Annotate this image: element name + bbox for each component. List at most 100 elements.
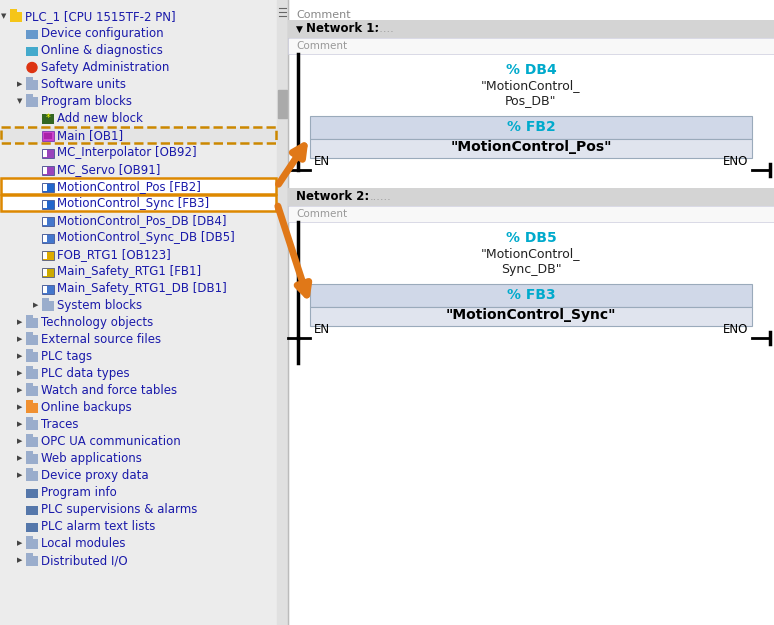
Bar	[26, 522, 38, 531]
Text: MotionControl_Pos_DB [DB4]: MotionControl_Pos_DB [DB4]	[57, 214, 227, 227]
Text: MC_Servo [OB91]: MC_Servo [OB91]	[57, 163, 160, 176]
Text: Add new block: Add new block	[57, 112, 143, 125]
Text: % DB5: % DB5	[505, 231, 557, 245]
Bar	[26, 94, 33, 96]
Bar	[26, 46, 38, 56]
Text: Comment: Comment	[296, 209, 347, 219]
Text: Traces: Traces	[41, 418, 78, 431]
Text: Web applications: Web applications	[41, 452, 142, 465]
Text: ......: ......	[370, 192, 392, 202]
Text: Sync_DB": Sync_DB"	[501, 262, 561, 276]
Bar	[310, 116, 752, 139]
Text: "MotionControl_Pos": "MotionControl_Pos"	[450, 139, 611, 154]
Bar	[26, 552, 33, 556]
Text: MotionControl_Sync_DB [DB5]: MotionControl_Sync_DB [DB5]	[57, 231, 235, 244]
Text: *: *	[46, 114, 50, 124]
Bar	[43, 149, 47, 156]
Bar	[44, 132, 52, 139]
Bar	[42, 182, 54, 191]
Text: ▶: ▶	[17, 558, 22, 564]
Text: "MotionControl_Sync": "MotionControl_Sync"	[446, 308, 616, 322]
Text: Watch and force tables: Watch and force tables	[41, 384, 177, 397]
Text: % DB4: % DB4	[505, 63, 557, 77]
Bar	[1, 195, 276, 211]
Bar	[43, 166, 47, 174]
Bar	[288, 206, 774, 222]
Text: ▶: ▶	[17, 319, 22, 326]
Bar	[26, 366, 33, 369]
Bar	[310, 139, 752, 158]
Bar	[26, 451, 33, 454]
Bar	[26, 29, 38, 39]
Bar	[26, 349, 33, 351]
Text: Safety Administration: Safety Administration	[41, 61, 170, 74]
Bar	[26, 76, 33, 79]
Bar	[42, 149, 54, 158]
Text: Online & diagnostics: Online & diagnostics	[41, 44, 163, 57]
Bar	[288, 188, 774, 206]
Text: ▶: ▶	[17, 439, 22, 444]
Bar	[26, 454, 38, 464]
Circle shape	[27, 62, 37, 72]
Bar	[42, 268, 54, 276]
Text: Distributed I/O: Distributed I/O	[41, 554, 128, 567]
Text: % FB3: % FB3	[507, 288, 555, 302]
Text: Online backups: Online backups	[41, 401, 132, 414]
Text: ▶: ▶	[17, 421, 22, 428]
Bar	[26, 419, 38, 429]
Bar	[42, 131, 54, 141]
Bar	[26, 471, 38, 481]
Bar	[288, 38, 774, 54]
Text: ▶: ▶	[17, 541, 22, 546]
Text: "MotionControl_: "MotionControl_	[481, 79, 580, 92]
Text: ▶: ▶	[17, 371, 22, 376]
Bar	[26, 399, 33, 402]
Bar	[43, 251, 47, 259]
Text: Device configuration: Device configuration	[41, 27, 163, 40]
Text: ▶: ▶	[17, 472, 22, 479]
Text: ▶: ▶	[17, 404, 22, 411]
Bar	[0, 0, 288, 625]
Bar	[26, 351, 38, 361]
Bar	[42, 114, 54, 124]
Text: ▶: ▶	[17, 354, 22, 359]
Bar	[26, 402, 38, 412]
Text: ▶: ▶	[17, 388, 22, 394]
Bar	[26, 386, 38, 396]
Text: Program info: Program info	[41, 486, 117, 499]
Text: MotionControl_Pos [FB2]: MotionControl_Pos [FB2]	[57, 180, 201, 193]
Bar	[26, 331, 33, 334]
Bar	[26, 369, 38, 379]
Text: MotionControl_Sync [FB3]: MotionControl_Sync [FB3]	[57, 197, 209, 210]
Text: ▶: ▶	[17, 456, 22, 461]
Bar	[42, 166, 54, 174]
Text: ▼: ▼	[2, 14, 7, 19]
Text: Local modules: Local modules	[41, 537, 125, 550]
Text: ENO: ENO	[723, 155, 748, 168]
Bar	[26, 318, 38, 328]
Bar	[26, 416, 33, 419]
Text: PLC alarm text lists: PLC alarm text lists	[41, 520, 156, 533]
Bar	[43, 234, 47, 241]
Bar	[42, 199, 54, 209]
Bar	[26, 556, 38, 566]
Bar	[310, 284, 752, 307]
Text: % FB2: % FB2	[507, 121, 556, 134]
Bar	[26, 536, 33, 539]
Text: PLC tags: PLC tags	[41, 350, 92, 363]
Text: PLC data types: PLC data types	[41, 367, 129, 380]
Text: Device proxy data: Device proxy data	[41, 469, 149, 482]
Text: ▶: ▶	[17, 336, 22, 342]
Text: PLC_1 [CPU 1515TF-2 PN]: PLC_1 [CPU 1515TF-2 PN]	[25, 10, 176, 23]
Text: ▶: ▶	[17, 81, 22, 88]
Text: "MotionControl_: "MotionControl_	[481, 248, 580, 261]
Text: Program blocks: Program blocks	[41, 95, 132, 108]
Bar	[10, 11, 22, 21]
Text: MC_Interpolator [OB92]: MC_Interpolator [OB92]	[57, 146, 197, 159]
Bar	[277, 0, 288, 625]
Text: Pos_DB": Pos_DB"	[505, 94, 557, 108]
Text: Technology objects: Technology objects	[41, 316, 153, 329]
Text: EN: EN	[314, 155, 330, 168]
Bar	[43, 201, 47, 208]
Bar	[42, 251, 54, 259]
